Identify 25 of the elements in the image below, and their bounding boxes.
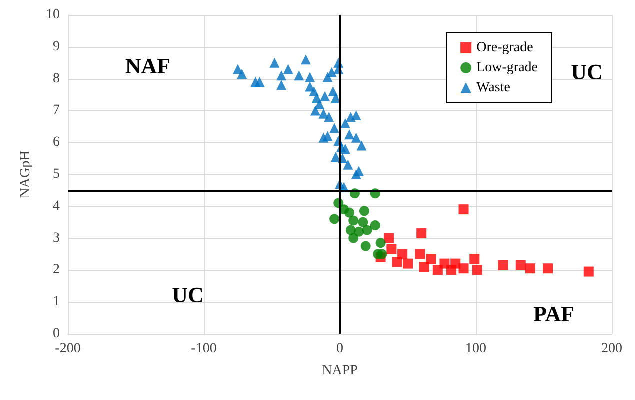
y-tick-label: 7 (53, 103, 60, 118)
x-tick-label: 100 (466, 342, 486, 356)
annotation: UC (172, 282, 204, 308)
y-tick-label: 2 (53, 262, 60, 278)
y-tick-label: 4 (53, 198, 60, 214)
x-axis-title: NAPP (322, 364, 358, 378)
y-tick-label: 6 (53, 135, 60, 150)
y-tick-label: 9 (53, 39, 60, 54)
y-tick-label: 8 (53, 71, 60, 86)
legend-label: Low-grade (476, 60, 538, 76)
x-tick-label: -100 (191, 342, 217, 356)
x-tick-label: 200 (602, 342, 622, 356)
y-tick-label: 1 (53, 294, 60, 310)
annotation: UC (571, 60, 603, 84)
x-tick-label: 0 (336, 342, 344, 356)
y-axis-title: NAGpH (18, 150, 34, 198)
y-tick-label: 0 (53, 326, 60, 342)
annotation: PAF (533, 302, 575, 326)
annotation: NAF (125, 54, 171, 78)
y-tick-label: 10 (46, 8, 60, 22)
x-tick-label: -200 (55, 342, 81, 356)
y-tick-label: 5 (53, 167, 60, 182)
legend-label: Ore-grade (476, 40, 534, 56)
legend-label: Waste (476, 80, 510, 96)
y-tick-label: 3 (53, 230, 60, 246)
